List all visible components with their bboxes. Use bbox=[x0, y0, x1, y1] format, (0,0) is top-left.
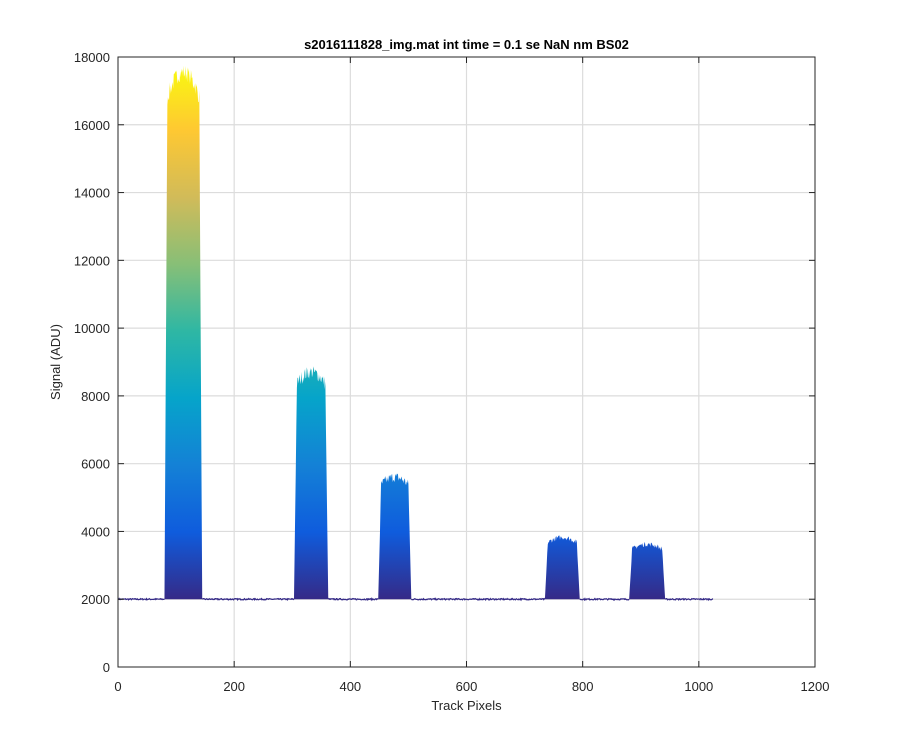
x-tick-label: 0 bbox=[114, 679, 121, 694]
y-tick-label: 8000 bbox=[81, 389, 110, 404]
x-tick-label: 600 bbox=[456, 679, 478, 694]
grid bbox=[118, 57, 815, 667]
x-tick-label: 400 bbox=[339, 679, 361, 694]
baseline-trace bbox=[118, 597, 714, 602]
y-tick-label: 6000 bbox=[81, 457, 110, 472]
x-tick-label: 1200 bbox=[801, 679, 830, 694]
chart-title: s2016111828_img.mat int time = 0.1 se Na… bbox=[304, 37, 629, 52]
x-axis-label: Track Pixels bbox=[431, 698, 502, 713]
x-tick-label: 1000 bbox=[684, 679, 713, 694]
signal-area bbox=[118, 65, 713, 600]
y-tick-label: 10000 bbox=[74, 321, 110, 336]
series-area bbox=[118, 65, 714, 602]
y-tick-label: 0 bbox=[103, 660, 110, 675]
y-tick-label: 2000 bbox=[81, 592, 110, 607]
y-axis-label: Signal (ADU) bbox=[48, 324, 63, 400]
y-tick-label: 18000 bbox=[74, 50, 110, 65]
y-tick-label: 16000 bbox=[74, 118, 110, 133]
ticks: 0 200 400 600 800 1000 12000200040006000800010… bbox=[74, 50, 830, 694]
x-tick-label: 200 bbox=[223, 679, 245, 694]
y-tick-label: 4000 bbox=[81, 524, 110, 539]
x-tick-label: 800 bbox=[572, 679, 594, 694]
y-tick-label: 12000 bbox=[74, 253, 110, 268]
y-tick-label: 14000 bbox=[74, 186, 110, 201]
